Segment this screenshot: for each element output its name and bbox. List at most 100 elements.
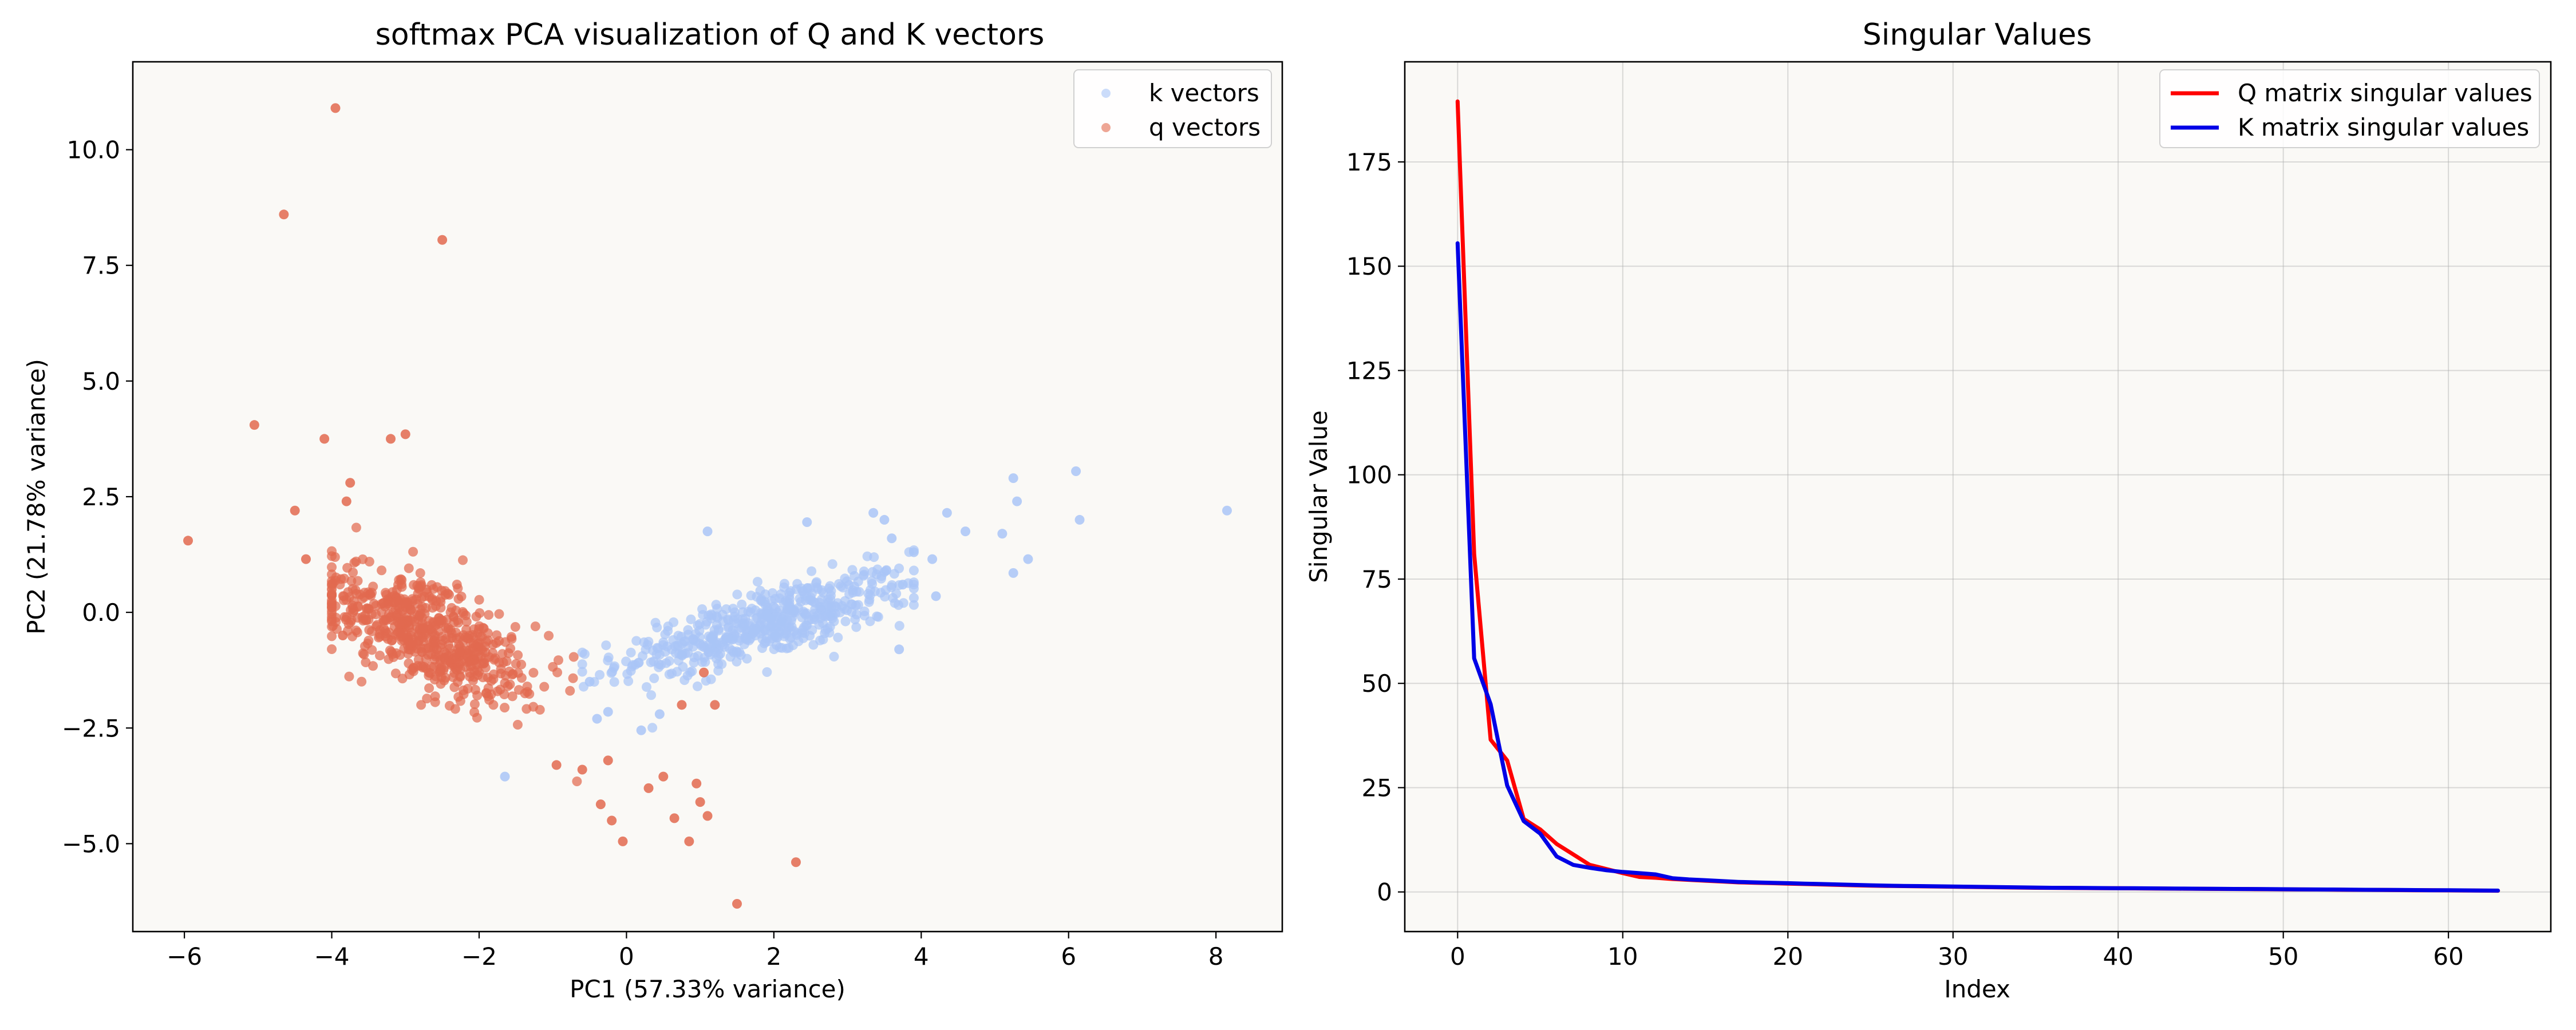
data-point: [450, 704, 460, 714]
data-point: [800, 595, 811, 605]
data-point: [436, 603, 446, 613]
data-point: [739, 618, 749, 628]
data-point: [344, 671, 354, 682]
data-point: [494, 609, 504, 619]
data-point: [484, 610, 494, 620]
plot-frame: [132, 61, 1283, 933]
y-tick-label: 2.5: [82, 483, 120, 511]
data-point: [459, 685, 469, 695]
data-point: [692, 778, 702, 789]
data-point: [368, 581, 378, 592]
data-point: [577, 764, 587, 775]
data-point: [654, 709, 665, 719]
data-point: [572, 776, 582, 786]
data-point: [864, 597, 874, 607]
data-point: [1012, 496, 1022, 506]
data-point: [622, 669, 633, 679]
data-point: [677, 700, 687, 710]
data-point: [387, 635, 397, 645]
data-point: [798, 586, 808, 596]
data-point: [898, 580, 908, 590]
data-point: [364, 625, 374, 635]
data-point: [823, 601, 833, 611]
data-point: [697, 604, 708, 614]
y-tick-label: −5.0: [62, 830, 120, 858]
data-point: [870, 587, 880, 597]
x-tick-label: −2: [461, 942, 497, 970]
data-point: [496, 668, 506, 679]
data-point: [684, 836, 694, 846]
data-point: [424, 683, 434, 694]
data-point: [584, 676, 595, 687]
data-point: [879, 567, 890, 577]
x-tick-label: 10: [1607, 942, 1638, 970]
x-axis-label: PC1 (57.33% variance): [570, 975, 846, 1003]
data-point: [695, 797, 705, 807]
data-point: [408, 596, 418, 606]
data-point: [741, 633, 751, 643]
data-point: [802, 517, 812, 527]
data-point: [497, 649, 508, 659]
data-point: [702, 526, 713, 537]
data-point: [701, 676, 711, 686]
data-point: [416, 700, 426, 710]
data-point: [551, 760, 562, 770]
y-tick-label: 150: [1346, 252, 1392, 280]
data-point: [530, 621, 540, 632]
y-tick-label: 50: [1362, 670, 1392, 698]
data-point: [499, 689, 509, 699]
data-point: [183, 536, 193, 546]
data-point: [677, 650, 688, 660]
data-point: [451, 648, 461, 659]
data-point: [327, 562, 337, 572]
y-tick-label: 25: [1362, 774, 1392, 802]
data-point: [461, 624, 471, 635]
data-point: [751, 613, 761, 623]
data-point: [592, 714, 602, 724]
data-point: [710, 700, 720, 710]
data-point: [420, 609, 430, 619]
data-point: [421, 654, 431, 664]
data-point: [415, 568, 425, 579]
data-point: [368, 661, 378, 671]
data-point: [840, 616, 851, 627]
data-point: [702, 811, 713, 821]
data-point: [760, 600, 771, 610]
data-point: [249, 420, 259, 430]
data-point: [898, 598, 908, 608]
data-point: [472, 712, 482, 723]
data-point: [579, 649, 590, 659]
data-point: [792, 630, 802, 640]
data-point: [709, 625, 720, 635]
data-point: [418, 623, 428, 633]
x-tick-label: 0: [1450, 942, 1465, 970]
data-point: [908, 565, 919, 576]
data-point: [405, 615, 415, 625]
data-point: [764, 613, 774, 623]
data-point: [816, 595, 827, 605]
data-point: [732, 898, 742, 909]
data-point: [395, 650, 405, 660]
data-point: [513, 650, 523, 660]
data-point: [443, 624, 453, 635]
data-point: [448, 672, 458, 683]
data-point: [603, 652, 614, 663]
x-axis-label: Index: [1944, 975, 2010, 1003]
data-point: [890, 598, 900, 608]
data-point: [416, 661, 426, 671]
data-point: [683, 641, 693, 652]
data-point: [654, 659, 664, 670]
data-point: [408, 666, 418, 676]
data-point: [847, 607, 857, 617]
data-point: [400, 429, 410, 439]
data-point: [386, 434, 396, 444]
data-point: [868, 508, 879, 518]
x-tick-label: −4: [314, 942, 350, 970]
data-point: [469, 699, 480, 710]
data-point: [577, 659, 587, 670]
x-tick-label: −6: [167, 942, 202, 970]
scatter-points: [183, 103, 1232, 909]
data-point: [670, 641, 680, 651]
data-point: [781, 619, 791, 629]
data-point: [808, 596, 818, 607]
